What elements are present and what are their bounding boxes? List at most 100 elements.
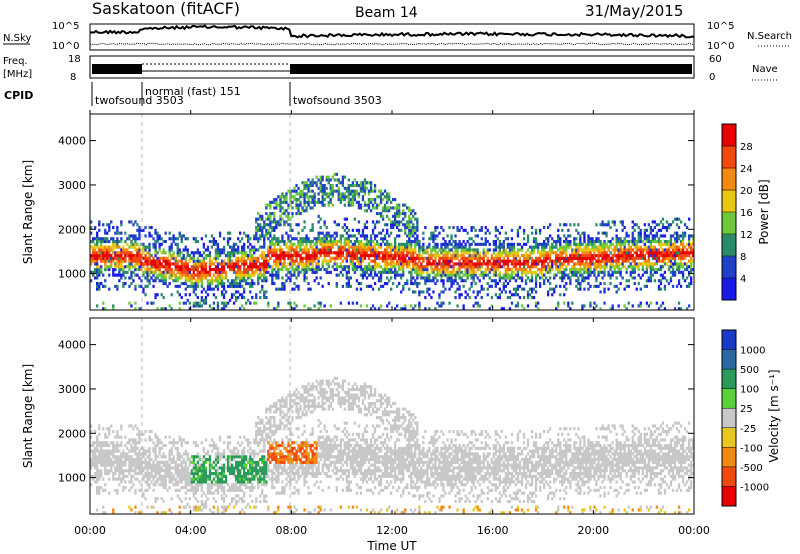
power-cell bbox=[134, 234, 137, 238]
power-cell bbox=[591, 245, 594, 249]
power-cell bbox=[170, 270, 173, 274]
power-cell bbox=[293, 186, 296, 190]
power-cell bbox=[470, 254, 473, 258]
power-cell bbox=[341, 265, 345, 269]
power-cell bbox=[114, 245, 117, 249]
power-cell bbox=[679, 240, 683, 244]
power-cell bbox=[655, 301, 659, 305]
velocity-cell bbox=[116, 469, 119, 473]
power-cell bbox=[651, 262, 655, 266]
power-cell bbox=[379, 242, 383, 246]
power-cell bbox=[400, 212, 403, 216]
power-cell bbox=[474, 254, 477, 258]
power-cell bbox=[180, 273, 183, 277]
power-cell bbox=[657, 287, 661, 291]
power-cell bbox=[526, 259, 530, 263]
nave-tick-low: 0 bbox=[709, 72, 715, 83]
power-cell bbox=[235, 279, 238, 283]
power-cell bbox=[601, 231, 604, 235]
power-cell bbox=[251, 254, 254, 258]
power-cell bbox=[289, 192, 292, 196]
power-cell bbox=[349, 192, 353, 196]
power-cell bbox=[373, 189, 377, 193]
velocity-cell bbox=[138, 438, 141, 442]
power-cell bbox=[317, 268, 320, 272]
power-cell bbox=[281, 251, 284, 255]
power-cell bbox=[202, 273, 206, 277]
power-cell bbox=[603, 301, 606, 305]
power-cell bbox=[90, 240, 93, 244]
power-cell bbox=[275, 240, 278, 244]
power-cell bbox=[281, 234, 284, 238]
power-cell bbox=[470, 262, 473, 266]
power-cell bbox=[690, 270, 693, 274]
power-cell bbox=[446, 259, 449, 263]
power-cell bbox=[524, 259, 528, 263]
power-cell bbox=[154, 228, 157, 232]
power-cell bbox=[146, 251, 149, 255]
power-cell bbox=[331, 251, 334, 255]
power-cell bbox=[206, 270, 210, 274]
power-cell bbox=[402, 251, 405, 255]
power-cell bbox=[297, 254, 300, 258]
power-cell bbox=[410, 259, 413, 263]
power-cell bbox=[180, 265, 183, 269]
power-cell bbox=[100, 240, 103, 244]
velocity-cell bbox=[116, 432, 119, 436]
power-cell bbox=[534, 301, 538, 305]
power-cell bbox=[275, 248, 278, 252]
power-cell bbox=[506, 262, 510, 266]
power-cell bbox=[210, 259, 214, 263]
power-cell bbox=[367, 273, 371, 277]
power-cell bbox=[615, 242, 618, 246]
power-cell bbox=[212, 293, 216, 297]
power-cell bbox=[100, 270, 103, 274]
power-cell bbox=[673, 248, 677, 252]
freq-label: Freq. bbox=[3, 56, 28, 67]
power-cell bbox=[526, 254, 530, 258]
power-cell bbox=[522, 265, 526, 269]
power-cell bbox=[615, 290, 618, 294]
power-cell bbox=[428, 293, 431, 297]
power-cell bbox=[120, 223, 123, 227]
power-cell bbox=[349, 276, 353, 280]
power-cell bbox=[488, 259, 491, 263]
power-cell bbox=[118, 259, 121, 263]
power-cell bbox=[311, 189, 314, 193]
power-cell bbox=[416, 268, 419, 272]
power-cell bbox=[611, 220, 614, 224]
power-cell bbox=[661, 251, 665, 255]
power-cell bbox=[625, 240, 628, 244]
velocity-cell bbox=[102, 458, 105, 462]
velocity-cell bbox=[130, 449, 133, 453]
power-cell bbox=[353, 184, 357, 188]
power-cell bbox=[569, 223, 572, 227]
power-cell bbox=[392, 265, 395, 269]
power-cell bbox=[257, 259, 260, 263]
power-cell bbox=[269, 251, 272, 255]
velocity-cell bbox=[114, 455, 117, 459]
power-cell bbox=[104, 251, 107, 255]
power-cell bbox=[599, 268, 602, 272]
power-cell bbox=[367, 242, 371, 246]
power-cell bbox=[359, 262, 363, 266]
velocity-cell bbox=[98, 424, 101, 428]
power-cell bbox=[279, 268, 282, 272]
power-cell bbox=[671, 234, 675, 238]
power-cell bbox=[605, 251, 608, 255]
power-cell bbox=[599, 307, 602, 311]
power-cell bbox=[663, 287, 667, 291]
power-cell bbox=[631, 234, 634, 238]
velocity-cell bbox=[128, 488, 131, 492]
power-cell bbox=[168, 231, 171, 235]
power-cell bbox=[106, 251, 109, 255]
power-cell bbox=[390, 226, 393, 230]
power-cell bbox=[400, 248, 403, 252]
power-cell bbox=[355, 301, 359, 305]
power-cell bbox=[174, 284, 177, 288]
power-cell bbox=[226, 251, 230, 255]
power-cell bbox=[182, 268, 185, 272]
power-cell bbox=[573, 268, 576, 272]
power-cell bbox=[200, 259, 204, 263]
power-cell bbox=[390, 245, 393, 249]
